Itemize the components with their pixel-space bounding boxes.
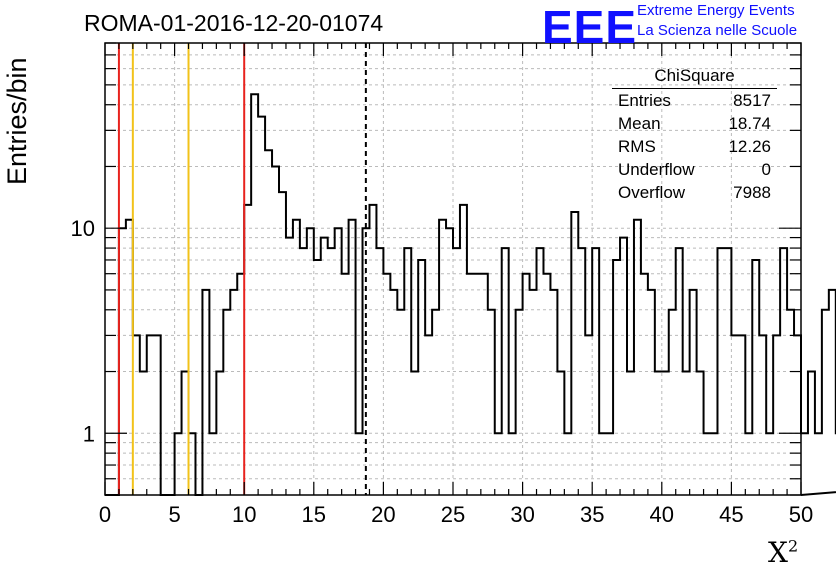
stat-label: Overflow xyxy=(618,183,686,202)
chart-title: ROMA-01-2016-12-20-01074 xyxy=(84,10,384,36)
x-tick-label: 5 xyxy=(168,502,180,527)
stat-row-underflow: Underflow 0 xyxy=(612,158,777,181)
stats-title: ChiSquare xyxy=(612,66,777,89)
x-tick-label: 15 xyxy=(302,502,326,527)
y-axis-label: Entries/bin xyxy=(2,57,32,185)
y-tick-label: 1 xyxy=(83,421,95,446)
stat-value: 12.26 xyxy=(728,137,771,156)
stat-label: Mean xyxy=(618,114,661,133)
stats-box: ChiSquare Entries 8517 Mean 18.74 RMS 12… xyxy=(612,66,777,204)
x-tick-label: 40 xyxy=(650,502,674,527)
x-tick-label: 50 xyxy=(789,502,813,527)
x-tick-label: 35 xyxy=(580,502,604,527)
stat-value: 7988 xyxy=(733,183,771,202)
logo-line-2: La Scienza nelle Scuole xyxy=(637,22,798,39)
stat-value: 0 xyxy=(761,160,771,179)
x-tick-label: 10 xyxy=(232,502,256,527)
x-tick-label: 45 xyxy=(719,502,743,527)
x-tick-label: 0 xyxy=(99,502,111,527)
logo-line-1: Extreme Energy Events xyxy=(637,2,795,19)
x-tick-label: 30 xyxy=(510,502,534,527)
stat-label: Entries xyxy=(618,91,671,110)
eee-logo: EEE xyxy=(542,1,638,53)
stat-row-rms: RMS 12.26 xyxy=(612,135,777,158)
y-tick-label: 10 xyxy=(71,216,95,241)
x-axis-label: X2 xyxy=(768,536,798,569)
x-tick-label: 25 xyxy=(441,502,465,527)
x-axis-label-base: X xyxy=(768,536,788,569)
stat-label: Underflow xyxy=(618,160,695,179)
stat-label: RMS xyxy=(618,137,656,156)
stat-value: 8517 xyxy=(733,91,771,110)
stat-row-mean: Mean 18.74 xyxy=(612,112,777,135)
stat-row-entries: Entries 8517 xyxy=(612,89,777,112)
stat-row-overflow: Overflow 7988 xyxy=(612,181,777,204)
x-axis-label-sup: 2 xyxy=(787,536,799,556)
stat-value: 18.74 xyxy=(728,114,771,133)
x-tick-label: 20 xyxy=(371,502,395,527)
